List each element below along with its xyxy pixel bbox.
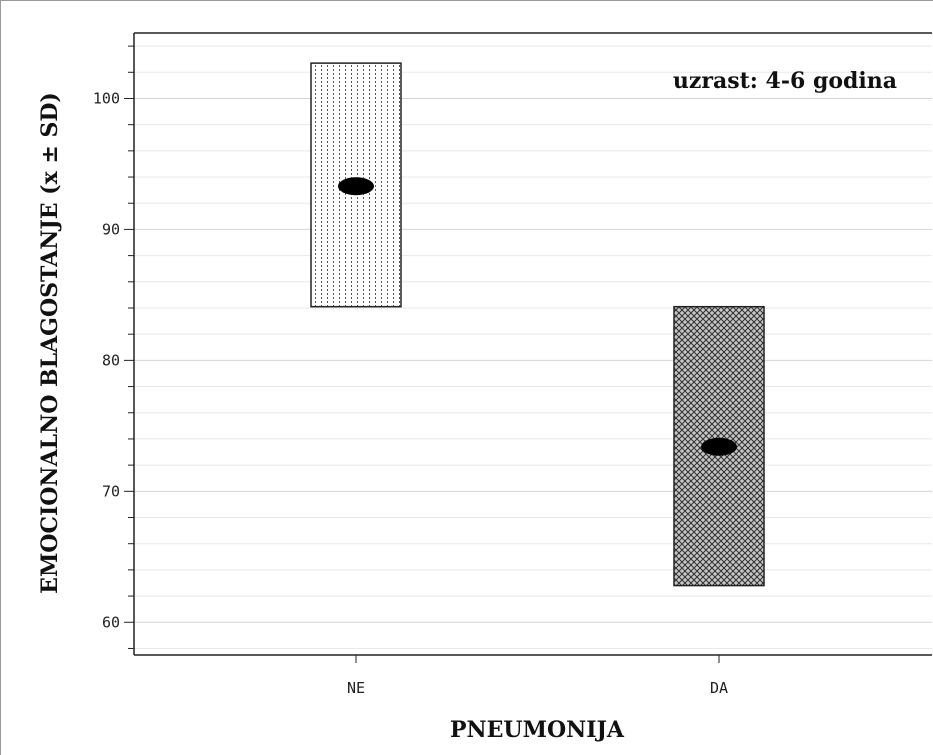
y-tick-label: 60 [102,613,120,631]
range-bars [310,62,765,587]
y-tick-label: 90 [102,220,120,238]
gridlines [134,45,932,649]
mean-marker-ne [338,177,374,196]
chart-annotation: uzrast: 4-6 godina [673,68,897,94]
y-tick-label: 100 [93,89,120,107]
x-tick-label-da: DA [710,679,728,697]
y-tick-label: 80 [102,351,120,369]
y-axis-title: EMOCIONALNO BLAGOSTANJE (x ± SD) [37,92,63,594]
x-axis-title: PNEUMONIJA [450,717,625,743]
y-tick-label: 70 [102,482,120,500]
mean-marker-da [701,437,737,456]
axes: NE DA 60 70 80 90 100 [93,32,932,697]
x-tick-label-ne: NE [347,679,365,697]
